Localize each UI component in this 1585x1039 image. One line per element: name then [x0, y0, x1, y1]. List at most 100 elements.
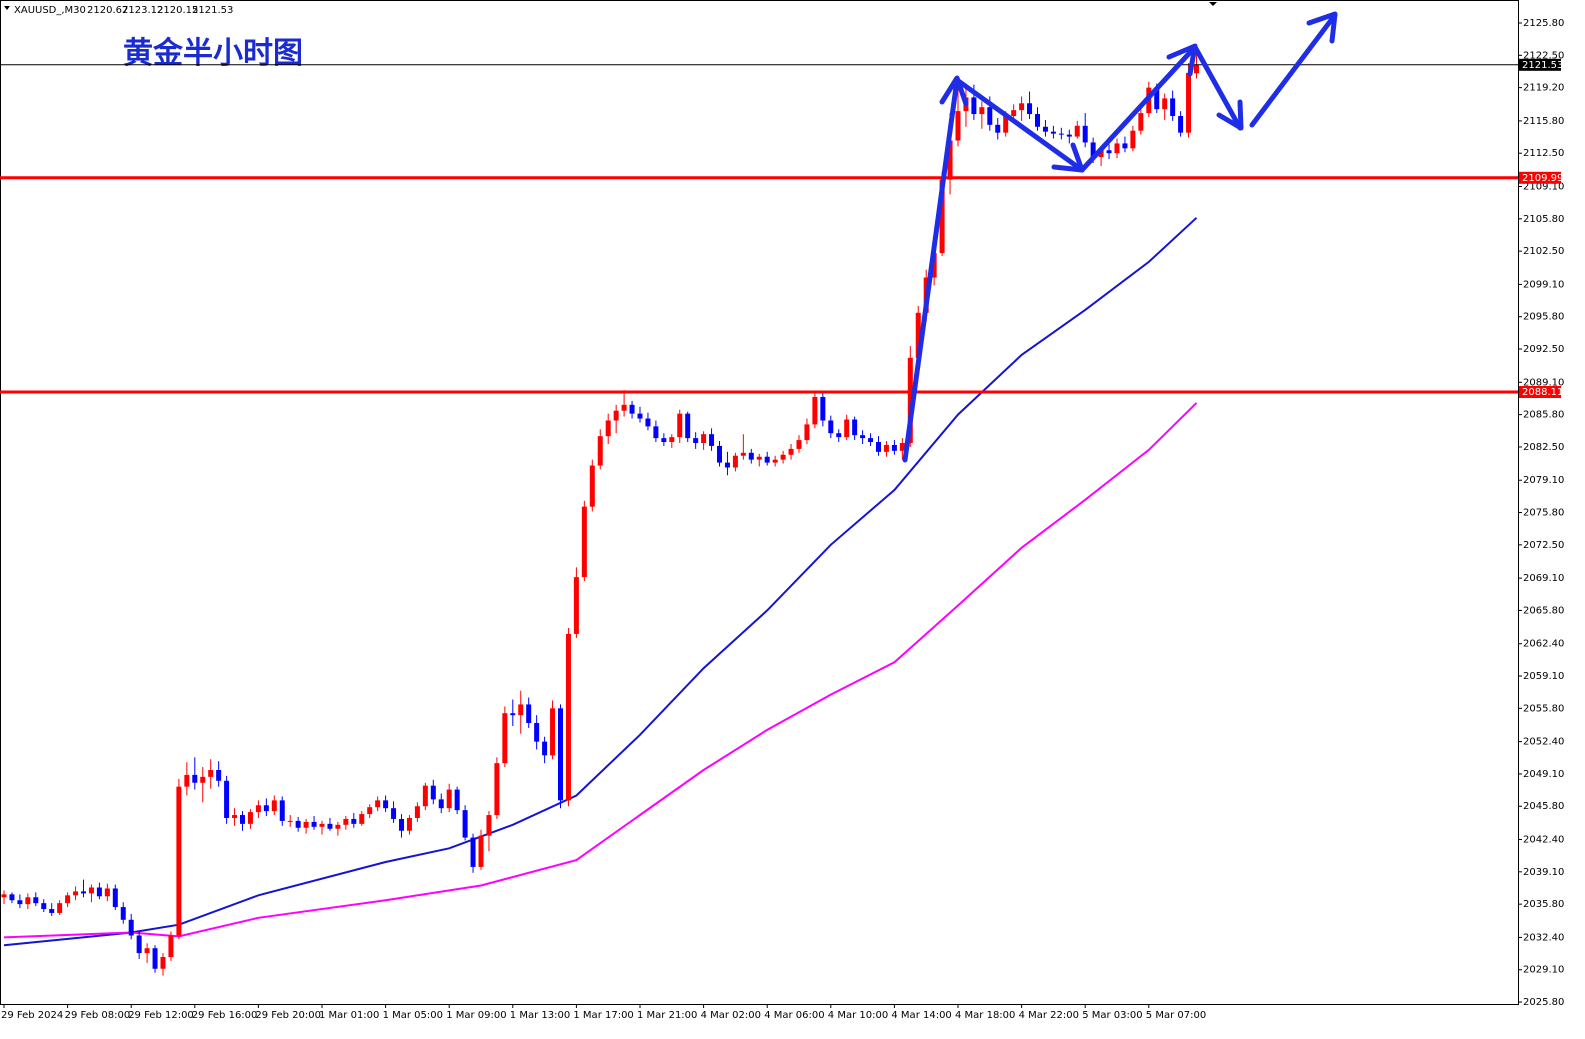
candle-body	[717, 445, 722, 463]
candle-body	[224, 780, 230, 818]
candle-body	[478, 835, 484, 867]
arrow	[1079, 44, 1198, 173]
candle-body	[430, 785, 436, 800]
y-tick-label: 2092.50	[1523, 344, 1564, 355]
y-tick-label: 2045.80	[1523, 801, 1564, 812]
high-price: 2123.12	[122, 5, 163, 16]
candle-body	[685, 413, 691, 439]
candle-body	[17, 900, 23, 905]
candle-body	[621, 404, 627, 411]
candle-body	[955, 111, 961, 141]
candle-body	[732, 455, 738, 468]
candle-body	[192, 774, 198, 783]
y-tick-label: 2029.10	[1523, 965, 1564, 976]
candle-body	[287, 820, 293, 822]
candle-body	[565, 633, 571, 801]
candle-body	[295, 820, 301, 828]
arrow	[902, 77, 960, 463]
candle-body	[979, 107, 985, 115]
low-price: 2120.15	[157, 5, 198, 16]
candle-body	[200, 776, 206, 783]
candle-body	[65, 895, 71, 904]
y-tick-label: 2105.80	[1523, 214, 1564, 225]
x-tick-label: 29 Feb 12:00	[128, 1010, 194, 1021]
moving-average	[3, 217, 1198, 947]
candle-body	[359, 814, 365, 824]
candle-body	[581, 506, 587, 578]
candle-body	[208, 770, 214, 777]
candle-body	[597, 436, 603, 466]
candle-body	[112, 888, 118, 908]
candle-body	[820, 396, 826, 421]
level-label-box	[1519, 171, 1561, 184]
x-tick-label: 1 Mar 05:00	[383, 1010, 443, 1021]
candle-body	[589, 465, 595, 507]
candle-body	[438, 799, 444, 809]
plot-frame	[0, 0, 1519, 1005]
candle-body	[96, 887, 102, 897]
candle-body	[1082, 125, 1088, 143]
candle-body	[828, 420, 834, 434]
candle-body	[351, 818, 357, 824]
candle-body	[422, 785, 428, 807]
candle-body	[414, 806, 420, 818]
y-tick-label: 2089.10	[1523, 377, 1564, 388]
y-tick-label: 2039.10	[1523, 867, 1564, 878]
candle-body	[176, 786, 182, 936]
symbol: XAUUSD_,M30	[14, 5, 86, 16]
shift-marker	[1209, 2, 1217, 6]
candle-body	[1050, 131, 1056, 134]
candle-body	[327, 823, 333, 829]
x-tick-label: 4 Mar 18:00	[955, 1010, 1015, 1021]
candle-body	[724, 462, 730, 468]
candle-body	[645, 418, 651, 427]
candle-body	[891, 444, 897, 451]
x-tick-label: 5 Mar 03:00	[1082, 1010, 1142, 1021]
candle-body	[542, 741, 548, 756]
moving-average	[3, 402, 1198, 939]
last-price-label: 2121.53	[1522, 60, 1563, 71]
y-tick-label: 2052.40	[1523, 737, 1564, 748]
y-tick-label: 2062.40	[1523, 639, 1564, 650]
candle-body	[57, 903, 63, 913]
x-tick-label: 4 Mar 10:00	[828, 1010, 888, 1021]
candle-body	[573, 577, 579, 634]
candle-body	[1090, 142, 1096, 158]
y-tick-label: 2082.50	[1523, 442, 1564, 453]
candle-body	[677, 413, 683, 438]
x-tick-label: 1 Mar 17:00	[573, 1010, 633, 1021]
candle-body	[518, 704, 524, 716]
candle-body	[383, 800, 389, 809]
candle-body	[81, 891, 86, 894]
candle-body	[939, 179, 945, 254]
y-tick-label: 2069.10	[1523, 573, 1564, 584]
level-label: 2088.11	[1522, 387, 1563, 398]
x-tick-label: 4 Mar 02:00	[701, 1010, 761, 1021]
candle-body	[995, 124, 1001, 133]
candle-body	[335, 824, 341, 829]
candle-body	[303, 821, 309, 828]
candle-body	[144, 948, 150, 954]
y-tick-label: 2115.80	[1523, 116, 1564, 127]
candle-body	[9, 894, 15, 901]
candle-body	[1074, 125, 1080, 137]
x-tick-label: 29 Feb 08:00	[65, 1010, 131, 1021]
candle-body	[907, 357, 913, 444]
candle-body	[152, 948, 158, 969]
candle-body	[1035, 114, 1040, 127]
y-tick-label: 2125.80	[1523, 18, 1564, 29]
candle-body	[391, 808, 397, 819]
x-tick-label: 5 Mar 07:00	[1146, 1010, 1206, 1021]
y-tick-label: 2032.40	[1523, 932, 1564, 943]
candle-body	[748, 452, 754, 460]
candle-body	[1106, 150, 1112, 154]
candle-body	[136, 935, 142, 954]
candle-body	[534, 723, 540, 742]
arrow	[1249, 12, 1338, 128]
candle-body	[605, 420, 611, 437]
candle-body	[1042, 126, 1048, 132]
candle-body	[860, 435, 866, 439]
candle-body	[1170, 98, 1176, 117]
candle-body	[160, 957, 166, 969]
x-tick-label: 29 Feb 16:00	[192, 1010, 258, 1021]
